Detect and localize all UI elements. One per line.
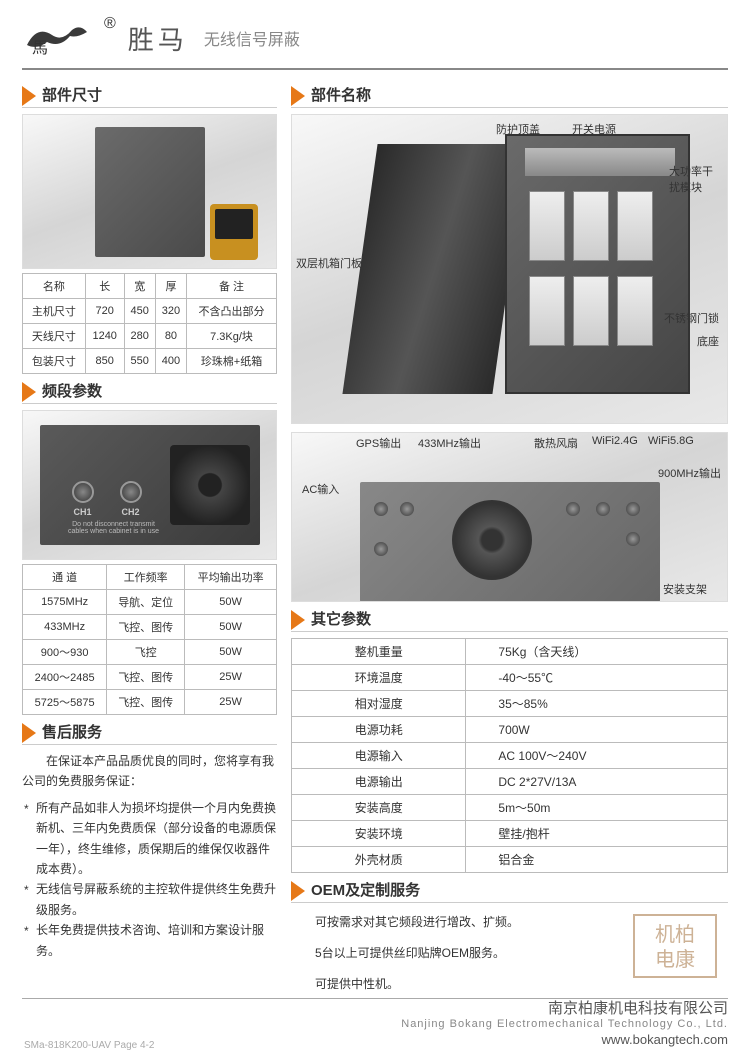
table-row: 433MHz飞控、图传50W [23,615,277,640]
table-row: 包装尺寸850550400珍珠棉+纸箱 [23,349,277,374]
table-row: 安装环境壁挂/抱杆 [292,821,728,847]
footer: 南京柏康机电科技有限公司 Nanjing Bokang Electromecha… [401,997,728,1047]
brand-logo: 馬 [22,18,92,58]
table-row: 整机重量75Kg（含天线） [292,639,728,665]
callout-ac: AC输入 [302,481,339,497]
callout-wifi24: WiFi2.4G [592,435,638,447]
svg-text:馬: 馬 [32,40,48,56]
section-frequency: 频段参数 [22,380,277,404]
photo-cabinet-front [22,114,277,269]
table-row: 主机尺寸720450320不含凸出部分 [23,299,277,324]
page-number: SMa-818K200-UAV Page 4-2 [24,1040,154,1051]
registered-mark: ® [104,15,116,33]
table-row: 外壳材质铝合金 [292,847,728,873]
brand-name: 胜马 [128,20,188,57]
photo-cabinet-open: 防护顶盖 开关电源 大功率干扰模块 双层机箱门板 不锈钢门锁 底座 [291,114,728,424]
footer-company-en: Nanjing Bokang Electromechanical Technol… [401,1018,728,1030]
callout-door-panel: 双层机箱门板 [296,255,362,271]
svg-text:电康: 电康 [655,948,695,971]
callout-wifi58: WiFi5.8G [648,435,694,447]
callout-base: 底座 [697,333,719,349]
section-parts: 部件名称 [291,84,728,108]
section-oem: OEM及定制服务 [291,879,728,903]
table-row: 天线尺寸1240280807.3Kg/块 [23,324,277,349]
callout-gps: GPS输出 [356,435,401,451]
callout-power-switch: 开关电源 [572,121,616,137]
table-row: 安装高度5m～50m [292,795,728,821]
photo-channel-panel: CH1 CH2 Do not disconnect transmit cable… [22,410,277,560]
photo-back-panel: GPS输出 433MHz输出 AC输入 散热风扇 WiFi2.4G WiFi5.… [291,432,728,602]
service-intro: 在保证本产品品质优良的同时，您将享有我公司的免费服务保证： [22,751,277,792]
table-header: 工作频率 [107,565,185,590]
frequency-table: 通 道工作频率平均输出功率 1575MHz导航、定位50W433MHz飞控、图传… [22,564,277,715]
company-stamp: 机柏电康 [630,911,720,981]
header-divider [22,68,728,70]
callout-hp-module: 大功率干扰模块 [669,163,719,195]
table-row: 电源功耗700W [292,717,728,743]
table-header: 通 道 [23,565,107,590]
svg-text:机柏: 机柏 [655,923,695,946]
service-list: 所有产品如非人为损坏均提供一个月内免费换新机、三年内免费质保（部分设备的电源质保… [22,798,277,961]
section-service: 售后服务 [22,721,277,745]
table-header: 平均输出功率 [185,565,277,590]
table-row: 2400～2485飞控、图传25W [23,665,277,690]
table-row: 电源输出DC 2*27V/13A [292,769,728,795]
dimensions-table: 名称长宽厚备 注 主机尺寸720450320不含凸出部分天线尺寸12402808… [22,273,277,374]
table-header: 宽 [124,274,155,299]
table-row: 电源输入AC 100V～240V [292,743,728,769]
table-row: 5725～5875飞控、图传25W [23,690,277,715]
list-item: 长年免费提供技术咨询、培训和方案设计服务。 [22,920,277,961]
section-dimensions: 部件尺寸 [22,84,277,108]
callout-bracket: 安装支架 [663,581,707,597]
callout-900: 900MHz输出 [658,465,721,481]
table-header: 备 注 [187,274,277,299]
table-header: 厚 [155,274,186,299]
footer-url: www.bokangtech.com [401,1032,728,1047]
table-row: 相对湿度35～85% [292,691,728,717]
list-item: 无线信号屏蔽系统的主控软件提供终生免费升级服务。 [22,879,277,920]
table-header: 名称 [23,274,86,299]
brand-subtitle: 无线信号屏蔽 [204,26,300,50]
list-item: 所有产品如非人为损坏均提供一个月内免费换新机、三年内免费质保（部分设备的电源质保… [22,798,277,880]
table-row: 1575MHz导航、定位50W [23,590,277,615]
table-header: 长 [85,274,124,299]
table-row: 环境温度-40～55℃ [292,665,728,691]
footer-company-cn: 南京柏康机电科技有限公司 [401,997,728,1018]
callout-steel-lock: 不锈钢门锁 [664,310,719,326]
header: 馬 ® 胜马 无线信号屏蔽 [22,18,728,58]
other-params-table: 整机重量75Kg（含天线）环境温度-40～55℃相对湿度35～85%电源功耗70… [291,638,728,873]
section-other-params: 其它参数 [291,608,728,632]
callout-fan: 散热风扇 [534,435,578,451]
table-row: 900～930飞控50W [23,640,277,665]
callout-top-cover: 防护顶盖 [496,121,540,137]
callout-433: 433MHz输出 [418,435,481,451]
